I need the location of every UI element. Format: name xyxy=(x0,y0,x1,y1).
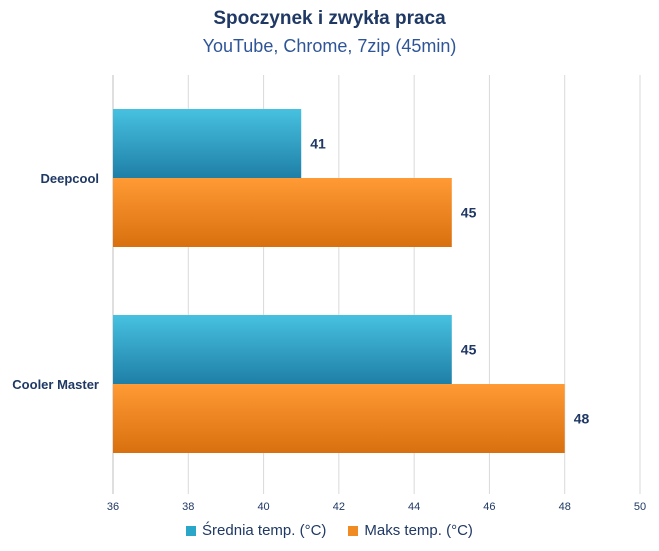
x-tick-label: 42 xyxy=(333,501,345,513)
legend-item-max: Maks temp. (°C) xyxy=(348,522,473,539)
chart-title: Spoczynek i zwykła praca xyxy=(213,8,446,29)
x-tick-label: 38 xyxy=(182,501,194,513)
legend-swatch-max xyxy=(348,525,359,536)
category-label: Cooler Master xyxy=(12,377,99,392)
data-label: 45 xyxy=(461,205,477,221)
data-label: 45 xyxy=(461,342,477,358)
legend-label-max: Maks temp. (°C) xyxy=(364,522,473,539)
data-label: 41 xyxy=(310,136,326,152)
bar-max xyxy=(113,384,565,453)
legend-swatch-avg xyxy=(186,525,197,536)
legend-label-avg: Średnia temp. (°C) xyxy=(202,522,327,539)
x-tick-label: 50 xyxy=(634,501,646,513)
chart-subtitle: YouTube, Chrome, 7zip (45min) xyxy=(202,36,457,56)
bar-avg xyxy=(113,315,452,384)
x-tick-label: 44 xyxy=(408,501,420,513)
x-tick-label: 48 xyxy=(559,501,571,513)
x-tick-label: 40 xyxy=(257,501,269,513)
category-label: Deepcool xyxy=(40,171,99,186)
x-tick-label: 36 xyxy=(107,501,119,513)
x-tick-label: 46 xyxy=(483,501,495,513)
legend-item-avg: Średnia temp. (°C) xyxy=(186,522,326,539)
bar-max xyxy=(113,178,452,247)
data-label: 48 xyxy=(574,411,590,427)
legend: Średnia temp. (°C) Maks temp. (°C) xyxy=(0,522,659,539)
bar-avg xyxy=(113,109,302,178)
